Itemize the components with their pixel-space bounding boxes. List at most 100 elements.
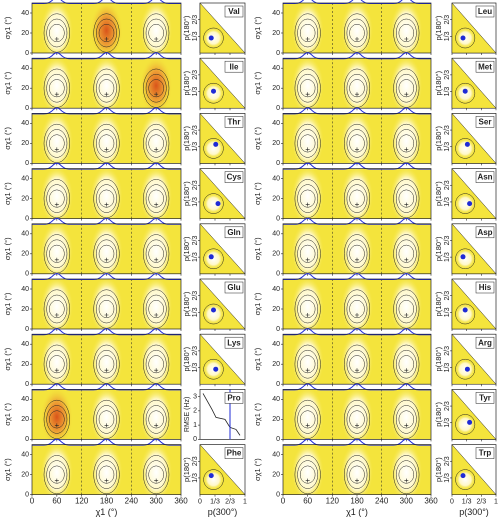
minimum-marker <box>305 368 310 373</box>
light-region <box>90 389 123 440</box>
minimum-marker <box>305 37 310 41</box>
light-region <box>340 389 374 440</box>
minimum-marker <box>54 147 59 152</box>
contour-line <box>346 184 368 213</box>
contour-line <box>96 239 117 269</box>
minimum-marker <box>355 202 359 207</box>
y-tick-label: 40 <box>21 231 29 238</box>
contour-line <box>349 189 365 208</box>
y-axis-title: σχ1 (°) <box>253 126 262 149</box>
contour-line <box>349 24 365 42</box>
light-region <box>340 334 374 385</box>
contour-line <box>148 465 164 484</box>
y-tick-label: 0 <box>25 105 29 112</box>
minimum-marker <box>154 257 159 262</box>
y-axis-title: p(180°) <box>182 236 191 261</box>
residue-label-box <box>475 116 495 128</box>
minimum-marker <box>154 92 159 97</box>
contour-line <box>46 460 68 489</box>
y-axis-title: p(180°) <box>182 126 191 151</box>
contour-line <box>299 134 316 153</box>
population-curve <box>283 328 431 336</box>
light-region <box>40 223 74 274</box>
minimum-marker <box>104 423 109 428</box>
contour-line <box>148 355 164 374</box>
contour-line <box>349 79 365 98</box>
y-tick-label: 1/3 <box>444 307 451 317</box>
minimum-marker <box>404 147 409 152</box>
residue-label-box <box>224 171 244 183</box>
y-tick-label: 1/3 <box>444 418 451 428</box>
contour-line <box>46 184 68 213</box>
residue-label: Lys <box>227 338 241 347</box>
residue-label: Gln <box>227 228 240 237</box>
y-tick-label: 20 <box>21 251 29 258</box>
contour-line <box>46 239 68 269</box>
residue-label: Ile <box>230 62 239 71</box>
light-region <box>291 168 324 219</box>
contour-line <box>43 455 70 495</box>
contour-line <box>346 129 368 158</box>
light-region <box>291 223 324 274</box>
y-tick-label: 40 <box>21 120 29 127</box>
y-tick-label: 40 <box>272 341 280 348</box>
residue-label: Thr <box>228 118 241 127</box>
light-region <box>291 58 324 109</box>
y-axis-title: σχ1 (°) <box>3 292 12 315</box>
residue-label: Phe <box>227 449 242 458</box>
optimum-marker <box>211 307 216 313</box>
y-tick-label: 2/3 <box>192 70 199 80</box>
contour-line <box>393 455 420 495</box>
minimum-marker <box>154 478 159 483</box>
contour-line <box>398 79 415 98</box>
y-tick-label: 0 <box>25 381 29 388</box>
contour-line <box>398 410 415 429</box>
x-tick-label: 1/3 <box>210 498 220 505</box>
y-tick-label: 2 <box>193 408 197 415</box>
light-region <box>203 303 224 325</box>
y-tick-label: 2/3 <box>192 125 199 135</box>
residue-label: Tyr <box>479 394 491 403</box>
y-tick-label: 40 <box>272 396 280 403</box>
contour-line <box>46 18 68 48</box>
y-tick-label: 2/3 <box>444 346 451 356</box>
residue-label-box <box>224 281 244 294</box>
contour-line <box>299 355 316 374</box>
y-axis-title: p(180°) <box>182 15 191 40</box>
contour-line <box>297 129 319 158</box>
light-region <box>390 113 423 164</box>
light-region <box>90 168 123 219</box>
light-region <box>139 223 173 274</box>
contour-line <box>96 18 117 48</box>
minimum-marker <box>54 368 59 373</box>
x-axis-title: χ1 (°) <box>96 507 118 517</box>
y-tick-label: 1/3 <box>444 87 451 97</box>
contour-line <box>299 79 316 98</box>
light-region <box>340 444 374 495</box>
light-region <box>90 334 123 385</box>
x-tick-label: 0 <box>30 497 35 506</box>
hot-region <box>40 389 74 440</box>
optimum-marker <box>215 201 221 207</box>
contour-line <box>346 460 368 489</box>
y-tick-label: 2/3 <box>444 401 451 411</box>
x-tick-label: 360 <box>424 497 438 506</box>
contour-line <box>148 79 164 98</box>
contour-line <box>145 294 167 324</box>
contour-line <box>398 465 415 484</box>
minimum-marker <box>305 202 310 207</box>
population-curve <box>32 217 181 225</box>
residue-label: Asp <box>477 228 492 237</box>
minimum-marker <box>154 37 159 41</box>
optimum-marker <box>208 254 214 260</box>
minimum-marker <box>404 202 409 207</box>
light-region <box>139 3 173 53</box>
contour-line <box>148 300 164 318</box>
light-region <box>90 58 123 109</box>
minimum-marker <box>154 147 159 152</box>
light-region <box>139 279 173 329</box>
y-tick-label: 0 <box>276 50 280 57</box>
y-tick-label: 20 <box>21 306 29 313</box>
y-tick-label: 20 <box>272 30 280 37</box>
contour-line <box>98 465 115 484</box>
